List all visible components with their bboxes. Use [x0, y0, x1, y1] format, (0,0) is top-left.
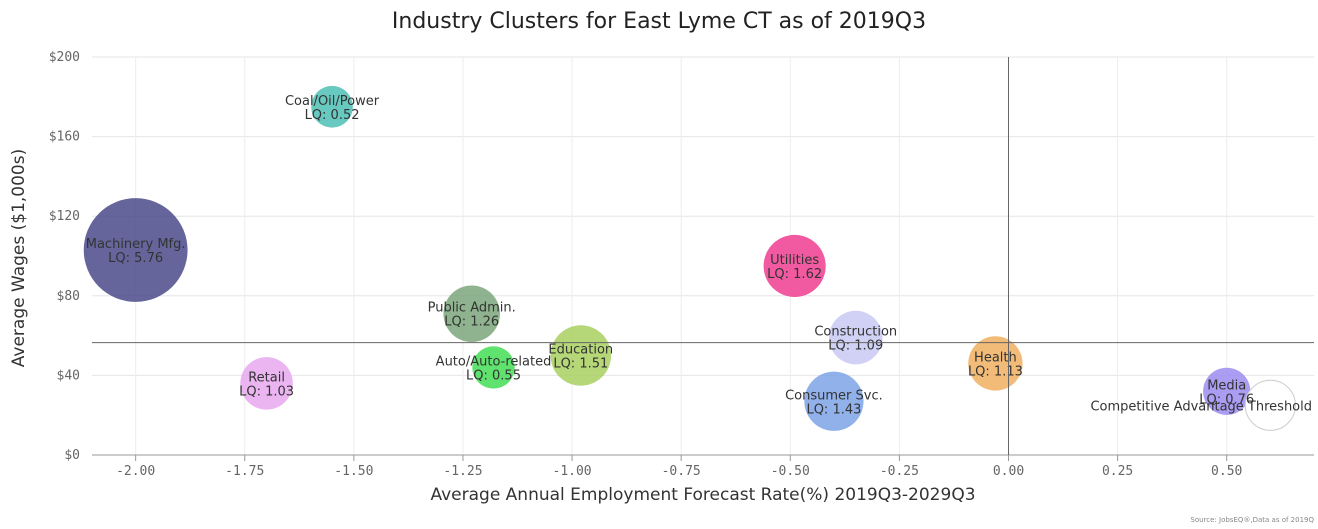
x-tick-label: 0.00	[993, 464, 1024, 479]
x-tick-label: -0.50	[771, 464, 810, 479]
y-tick-label: $0	[64, 448, 80, 463]
bubble-point	[828, 310, 883, 365]
x-axis-title: Average Annual Employment Forecast Rate(…	[430, 485, 975, 505]
bubble-name-label: Coal/Oil/Power	[285, 94, 380, 109]
x-tick-label: -2.00	[116, 464, 155, 479]
bubble-name-label: Construction	[814, 325, 897, 340]
x-tick-label: -0.75	[662, 464, 701, 479]
bubble-lq-label: LQ: 1.13	[968, 364, 1023, 379]
bubble-name-label: Retail	[248, 370, 285, 385]
bubble-name-label: Consumer Svc.	[785, 388, 883, 403]
bubble-lq-label: LQ: 0.55	[466, 368, 521, 383]
bubble-point	[443, 285, 500, 342]
bubble-name-label: Auto/Auto-related	[436, 354, 552, 369]
x-tick-label: -1.00	[553, 464, 592, 479]
bubble-point	[1244, 379, 1296, 431]
threshold-label: Competitive Advantage Threshold	[1090, 399, 1312, 414]
bubble-point	[763, 234, 826, 297]
y-tick-label: $160	[49, 130, 80, 145]
bubble-point	[311, 85, 353, 128]
bubble-lq-label: LQ: 5.76	[108, 251, 163, 266]
x-tick-label: -0.25	[880, 464, 919, 479]
y-tick-label: $200	[49, 50, 80, 65]
bubble-name-label: Public Admin.	[428, 301, 516, 316]
bubble-name-label: Machinery Mfg.	[86, 237, 186, 252]
bubble-point	[804, 371, 864, 431]
x-tick-label: 0.25	[1102, 464, 1133, 479]
x-tick-label: -1.25	[443, 464, 482, 479]
bubble-lq-label: LQ: 0.76	[1199, 392, 1254, 407]
x-tick-label: -1.50	[334, 464, 373, 479]
bubble-name-label: Health	[974, 350, 1017, 365]
bubble-name-label: Utilities	[770, 253, 819, 268]
y-axis-title: Average Wages ($1,000s)	[9, 149, 29, 367]
bubble-name-label: Media	[1207, 378, 1246, 393]
bubble-lq-label: LQ: 0.52	[305, 108, 360, 123]
bubble-lq-label: LQ: 1.51	[553, 357, 608, 372]
x-tick-label: 0.50	[1211, 464, 1242, 479]
bubble-name-label: Education	[548, 343, 613, 358]
bubble-point	[472, 346, 515, 389]
y-tick-label: $80	[57, 289, 80, 304]
bubble-point	[240, 357, 293, 410]
chart-title: Industry Clusters for East Lyme CT as of…	[392, 9, 926, 34]
x-tick-label: -1.75	[225, 464, 264, 479]
bubble-lq-label: LQ: 1.09	[828, 339, 883, 354]
bubble-lq-label: LQ: 1.43	[806, 402, 861, 417]
bubble-lq-label: LQ: 1.26	[444, 315, 499, 330]
bubble-point	[83, 198, 188, 302]
bubble-point	[550, 325, 612, 386]
bubble-lq-label: LQ: 1.62	[767, 267, 822, 282]
source-note: Source: JobsEQ®,Data as of 2019Q	[1190, 516, 1314, 524]
bubble-point	[1203, 367, 1251, 415]
y-tick-label: $40	[57, 368, 80, 383]
y-tick-label: $120	[49, 209, 80, 224]
bubble-lq-label: LQ: 1.03	[239, 384, 294, 399]
